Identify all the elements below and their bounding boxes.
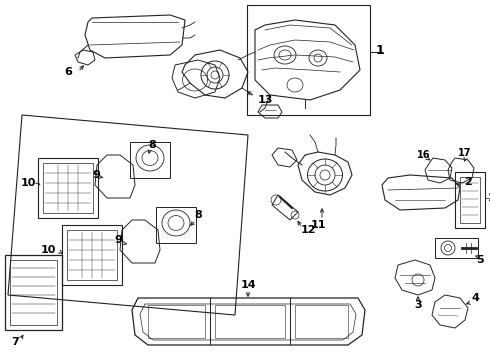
Text: 4: 4 <box>471 293 479 303</box>
Text: 9: 9 <box>114 235 122 245</box>
Text: 9: 9 <box>92 170 100 180</box>
Text: 1: 1 <box>376 44 384 57</box>
Text: 15: 15 <box>488 193 490 203</box>
Text: 7: 7 <box>11 337 19 347</box>
Text: 17: 17 <box>458 148 472 158</box>
Text: 14: 14 <box>240 280 256 290</box>
Text: 5: 5 <box>476 255 484 265</box>
Text: 12: 12 <box>300 225 316 235</box>
Text: 8: 8 <box>148 140 156 150</box>
Text: 13: 13 <box>257 95 273 105</box>
Text: 10: 10 <box>20 178 36 188</box>
Text: 11: 11 <box>310 220 326 230</box>
Text: 2: 2 <box>464 177 472 187</box>
Text: 3: 3 <box>414 300 422 310</box>
Text: 16: 16 <box>417 150 431 160</box>
Text: 8: 8 <box>194 210 202 220</box>
Text: 6: 6 <box>64 67 72 77</box>
Text: 10: 10 <box>40 245 56 255</box>
